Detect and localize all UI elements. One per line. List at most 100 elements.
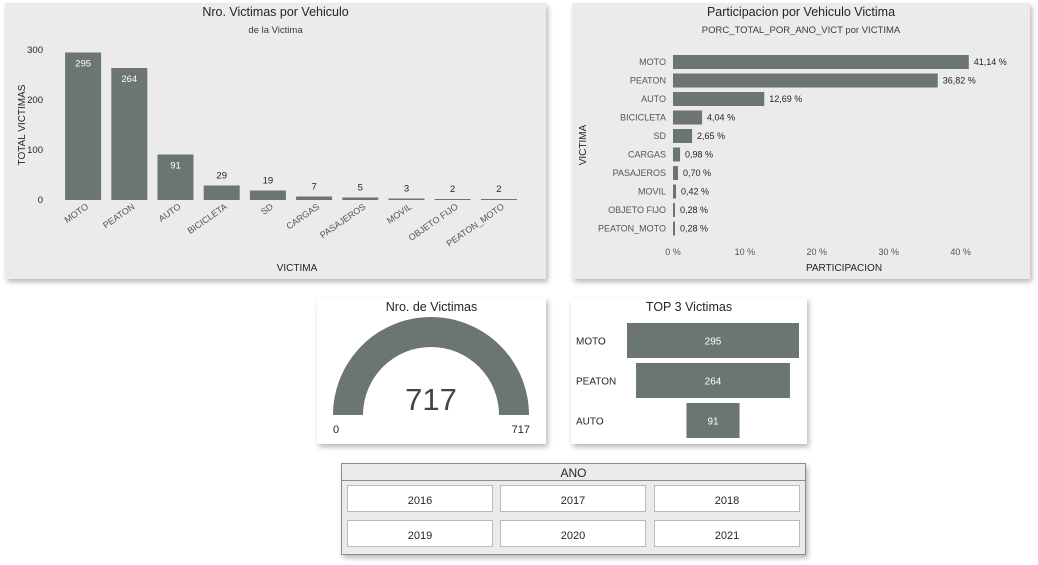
bar-auto	[673, 92, 765, 106]
gauge-max-label: 717	[512, 424, 530, 436]
x-tick-label: 0 %	[665, 247, 681, 257]
victimas-bar-chart: 0 100 200 300 295 MOTO 264 PEATON 91 AUTO 29 BICICL…	[17, 45, 517, 274]
funnel-value-label: 91	[707, 417, 719, 428]
data-label-objeto-fijo: 0,28 %	[680, 205, 708, 215]
bar-pasajeros	[342, 197, 379, 200]
funnel-bar-auto	[686, 403, 740, 438]
data-label-bicicleta: 29	[216, 171, 227, 182]
gauge-card: Nro. de Victimas 717 0 717	[317, 298, 546, 444]
y-tick-label: 100	[27, 145, 43, 156]
data-label-movil: 3	[404, 184, 409, 195]
x-tick-label: 30 %	[878, 247, 899, 257]
x-axis-label: PARTICIPACION	[806, 263, 882, 274]
bar-peaton-moto	[673, 221, 676, 236]
bar-peaton	[111, 68, 148, 200]
ano-slicer-title: ANO	[560, 466, 587, 480]
x-tick-label: AUTO	[157, 201, 183, 223]
data-label-cargas: 7	[311, 182, 316, 193]
funnel-category-label: MOTO	[576, 337, 606, 348]
x-tick-label: 40 %	[950, 247, 971, 257]
x-tick-label: PEATON	[101, 201, 136, 230]
bar-movil	[673, 184, 677, 199]
y-tick-label: 300	[27, 45, 43, 56]
participacion-chart-title: Participacion por Vehiculo Victima	[706, 5, 896, 19]
data-label-moto: 41,14 %	[974, 57, 1007, 67]
funnel-category-label: AUTO	[576, 417, 604, 428]
y-tick-label: AUTO	[641, 94, 666, 104]
data-label-objeto-fijo: 2	[450, 184, 455, 195]
bar-sd	[673, 129, 693, 143]
y-axis-label: TOTAL VICTIMAS	[17, 84, 28, 165]
y-tick-label: BICICLETA	[620, 113, 666, 123]
data-label-pasajeros: 5	[358, 183, 363, 194]
data-label-auto: 91	[170, 161, 181, 172]
y-tick-label: PASAJEROS	[613, 168, 666, 178]
y-tick-label: 0	[38, 195, 43, 206]
ano-option-2019[interactable]: 2019	[347, 520, 493, 547]
bar-bicicleta	[203, 185, 240, 200]
ano-option-2016[interactable]: 2016	[347, 485, 493, 512]
bar-bicicleta	[673, 110, 703, 125]
y-tick-label: SD	[653, 131, 666, 141]
ano-option-2021[interactable]: 2021	[654, 520, 800, 547]
gauge-value: 717	[405, 382, 457, 417]
x-tick-label: 20 %	[807, 247, 828, 257]
x-tick-label: BICICLETA	[186, 201, 229, 235]
data-label-peaton: 36,82 %	[943, 76, 976, 86]
y-tick-label: OBJETO FIJO	[608, 205, 666, 215]
y-tick-label: MOVIL	[638, 187, 666, 197]
y-tick-label: CARGAS	[628, 150, 666, 160]
data-label-movil: 0,42 %	[681, 187, 709, 197]
x-tick-label: PASAJEROS	[318, 201, 367, 240]
y-tick-label: PEATON	[630, 76, 666, 86]
x-tick-label: 10 %	[735, 247, 756, 257]
x-tick-label: SD	[259, 201, 275, 217]
bar-objeto-fijo	[434, 199, 471, 200]
data-label-peaton-moto: 0,28 %	[680, 224, 708, 234]
bar-sd	[249, 190, 286, 200]
victimas-chart-card: Nro. Victimas por Vehiculo de la Victima…	[5, 3, 546, 279]
data-label-peaton: 264	[121, 74, 137, 85]
x-tick-label: CARGAS	[284, 201, 321, 231]
top3-funnel-chart: MOTO 295 PEATON 264 AUTO 91	[576, 323, 799, 438]
funnel-bar-moto	[627, 323, 799, 358]
x-tick-label: MOVIL	[385, 201, 414, 225]
data-label-moto: 295	[75, 59, 91, 70]
bar-objeto-fijo	[673, 203, 676, 217]
bar-moto	[673, 55, 969, 69]
funnel-category-label: PEATON	[576, 377, 616, 388]
data-label-cargas: 0,98 %	[685, 150, 713, 160]
data-label-peaton-moto: 2	[496, 184, 501, 195]
victimas-chart-title: Nro. Victimas por Vehiculo	[202, 5, 349, 19]
funnel-bar-peaton	[636, 363, 790, 398]
data-label-auto: 12,69 %	[769, 94, 802, 104]
gauge-title: Nro. de Victimas	[385, 300, 478, 314]
bar-pasajeros	[673, 166, 679, 180]
participacion-chart-card: Participacion por Vehiculo Victima PORC_…	[572, 3, 1030, 279]
gauge-min-label: 0	[333, 424, 339, 436]
ano-slicer: ANO 2016 2017 2018 2019 2020 2021	[341, 463, 806, 555]
ano-option-2020[interactable]: 2020	[500, 520, 646, 547]
data-label-sd: 2,65 %	[697, 131, 725, 141]
gauge-arc	[333, 317, 529, 415]
top3-card: TOP 3 Victimas MOTO 295 PEATON 264 AUTO 91	[571, 298, 807, 444]
ano-option-2018[interactable]: 2018	[654, 485, 800, 512]
x-tick-label: MOTO	[63, 201, 91, 225]
y-axis-label: VICTIMA	[578, 124, 589, 165]
participacion-chart-subtitle: PORC_TOTAL_POR_ANO_VICT por VICTIMA	[701, 25, 901, 36]
ano-slicer-underline	[342, 480, 805, 481]
bar-peaton	[673, 73, 938, 88]
data-label-sd: 19	[263, 176, 274, 187]
bar-cargas	[296, 196, 333, 200]
top3-title: TOP 3 Victimas	[645, 300, 733, 314]
bar-auto	[157, 154, 194, 200]
y-tick-label: 200	[27, 95, 43, 106]
bar-peaton-moto	[480, 199, 517, 200]
data-label-pasajeros: 0,70 %	[683, 168, 711, 178]
bar-cargas	[673, 147, 681, 162]
ano-option-2017[interactable]: 2017	[500, 485, 646, 512]
participacion-bar-chart: MOTO 41,14 % PEATON 36,82 % AUTO 12,69 % BICIC…	[578, 55, 1007, 274]
bar-moto	[65, 52, 102, 200]
x-axis-label: VICTIMA	[277, 263, 318, 274]
y-tick-label: PEATON_MOTO	[598, 224, 666, 234]
